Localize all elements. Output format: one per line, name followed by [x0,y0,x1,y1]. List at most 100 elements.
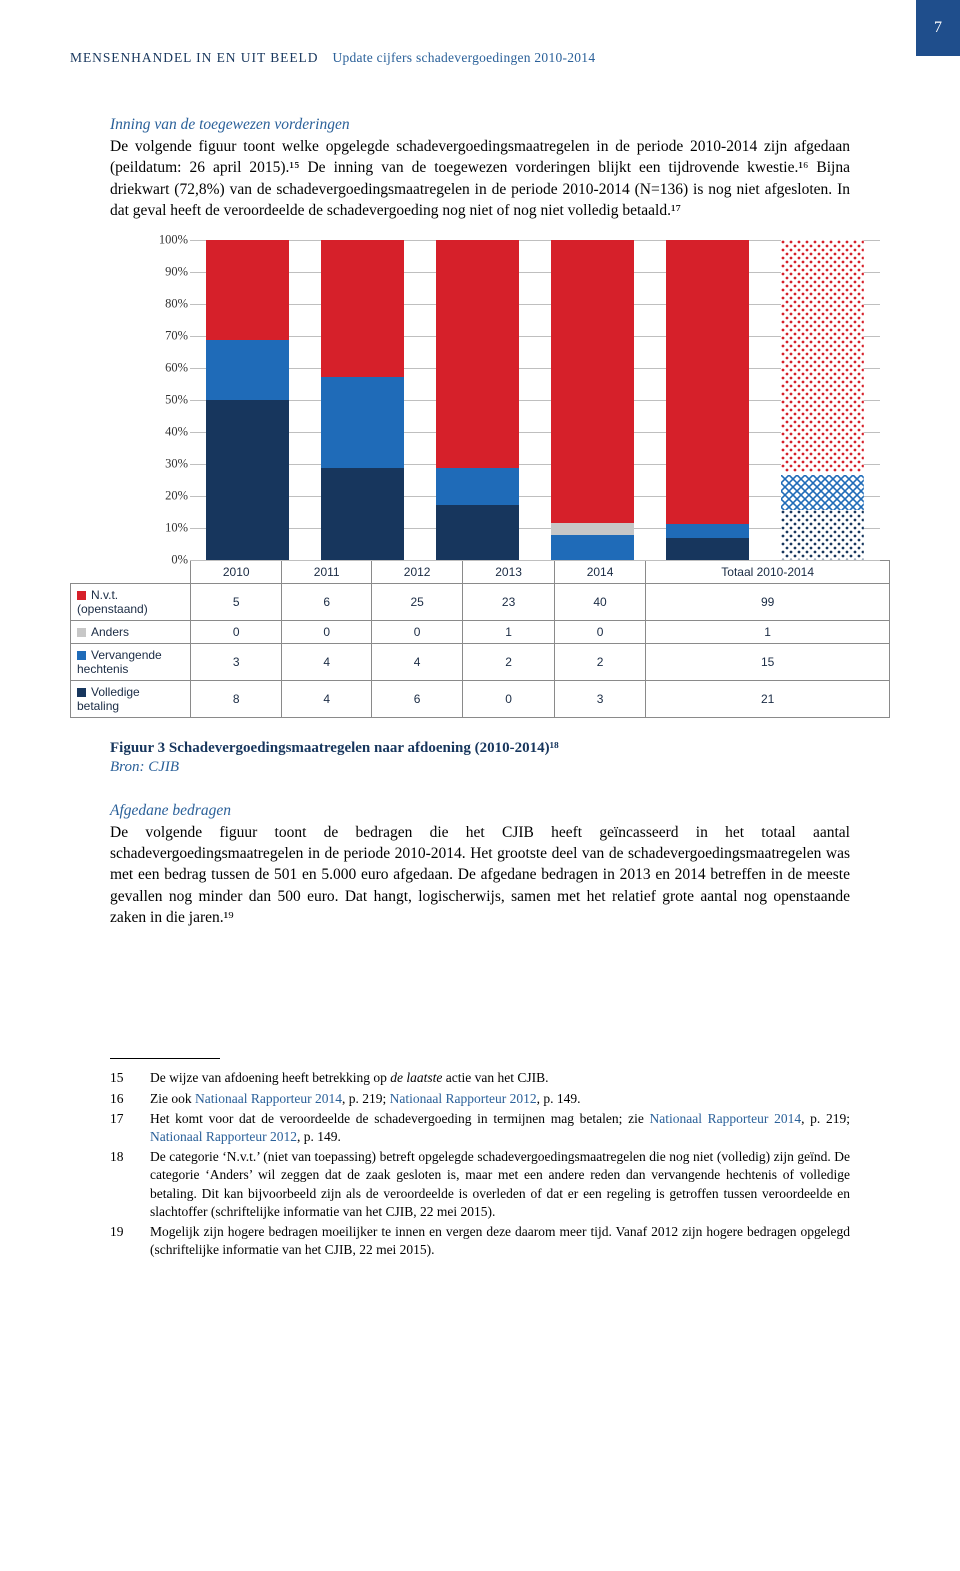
table-cell: 99 [646,583,890,620]
stacked-bar [781,240,864,560]
y-axis-tick-label: 50% [165,392,188,407]
chart-columns [190,240,880,560]
footnote-text: Mogelijk zijn hogere bedragen moeilijker… [150,1223,850,1259]
chart-column [765,240,880,560]
bar-segment-nvt_openstaand [206,240,289,340]
y-axis-tick-label: 80% [165,296,188,311]
bar-segment-volledige_betaling [781,510,864,559]
bar-segment-nvt_openstaand [436,240,519,469]
footnote-number: 18 [110,1148,150,1221]
table-cell: 1 [646,620,890,643]
bar-segment-volledige_betaling [321,468,404,559]
table-cell: 0 [282,620,371,643]
stacked-bar [321,240,404,560]
table-cell: 4 [282,680,371,717]
section2-text: De volgende figuur toont de bedragen die… [110,822,850,929]
figure3-caption-text: Figuur 3 Schadevergoedingsmaatregelen na… [110,740,559,756]
table-cell: 25 [371,583,462,620]
figure3-chart: 0%10%20%30%40%50%60%70%80%90%100% 201020… [70,240,890,718]
footnote: 18De categorie ‘N.v.t.’ (niet van toepas… [110,1148,850,1221]
running-head: MENSENHANDEL IN EN UIT BEELD Update cijf… [70,50,890,66]
bar-segment-volledige_betaling [666,538,749,559]
running-head-left: MENSENHANDEL IN EN UIT BEELD [70,50,318,66]
legend-label: Anders [91,625,129,639]
bar-segment-vervangende_hechtenis [781,475,864,510]
table-cell: 15 [646,643,890,680]
section1-heading: Inning van de toegewezen vorderingen [110,116,850,134]
table-cell: 4 [282,643,371,680]
footnote-number: 19 [110,1223,150,1259]
y-axis-tick-label: 60% [165,360,188,375]
stacked-bar [666,240,749,560]
table-cell: 21 [646,680,890,717]
table-cell: 3 [554,680,645,717]
chart-column [305,240,420,560]
table-cell: 40 [554,583,645,620]
page-number-badge: 7 [916,0,960,56]
table-row: Anders000101 [71,620,890,643]
legend-label: Volledige betaling [77,685,140,713]
legend-swatch [77,591,86,600]
table-column-header: 2011 [282,560,371,583]
footnote: 19Mogelijk zijn hogere bedragen moeilijk… [110,1223,850,1259]
footnote: 15De wijze van afdoening heeft betrekkin… [110,1069,850,1087]
bar-segment-vervangende_hechtenis [321,377,404,468]
table-cell: 5 [191,583,282,620]
bar-segment-volledige_betaling [436,505,519,560]
table-cell: 6 [371,680,462,717]
footnote-text: De wijze van afdoening heeft betrekking … [150,1069,850,1087]
table-row: N.v.t. (openstaand)5625234099 [71,583,890,620]
legend-label: Vervangende hechtenis [77,648,162,676]
bar-segment-volledige_betaling [206,400,289,560]
table-row-label: Vervangende hechtenis [71,643,191,680]
bar-segment-nvt_openstaand [551,240,634,523]
legend-swatch [77,688,86,697]
table-column-header: 2013 [463,560,554,583]
running-head-right: Update cijfers schadevergoedingen 2010-2… [332,50,595,66]
stacked-bar [551,240,634,560]
table-cell: 23 [463,583,554,620]
chart-plot-area: 0%10%20%30%40%50%60%70%80%90%100% [190,240,880,560]
table-cell: 2 [554,643,645,680]
legend-swatch [77,651,86,660]
grid-line [190,560,880,561]
figure3-caption: Figuur 3 Schadevergoedingsmaatregelen na… [110,740,850,757]
bar-segment-vervangende_hechtenis [666,524,749,538]
bar-segment-nvt_openstaand [781,240,864,473]
footnote-number: 17 [110,1110,150,1146]
footnote: 17Het komt voor dat de veroordeelde de s… [110,1110,850,1146]
page-body: MENSENHANDEL IN EN UIT BEELD Update cijf… [0,0,960,1322]
chart-y-axis: 0%10%20%30%40%50%60%70%80%90%100% [140,240,188,560]
table-row-label: Anders [71,620,191,643]
y-axis-tick-label: 100% [159,232,188,247]
table-row: Vervangende hechtenis3442215 [71,643,890,680]
table-cell: 1 [463,620,554,643]
legend-swatch [77,628,86,637]
table-cell: 0 [191,620,282,643]
chart-column [535,240,650,560]
table-cell: 4 [371,643,462,680]
footnote-text: Zie ook Nationaal Rapporteur 2014, p. 21… [150,1090,850,1108]
bar-segment-nvt_openstaand [666,240,749,524]
footnote-rule [110,1058,220,1059]
footnote: 16Zie ook Nationaal Rapporteur 2014, p. … [110,1090,850,1108]
table-cell: 0 [554,620,645,643]
chart-data-table: 20102011201220132014Totaal 2010-2014N.v.… [70,560,890,718]
table-column-header: 2012 [371,560,462,583]
figure3-source: Bron: CJIB [110,759,850,776]
footnote-text: Het komt voor dat de veroordeelde de sch… [150,1110,850,1146]
footnote-number: 16 [110,1090,150,1108]
table-cell: 6 [282,583,371,620]
chart-column [420,240,535,560]
y-axis-tick-label: 10% [165,520,188,535]
y-axis-tick-label: 90% [165,264,188,279]
table-column-header: 2010 [191,560,282,583]
y-axis-tick-label: 0% [171,552,188,567]
y-axis-tick-label: 20% [165,488,188,503]
table-column-header: 2014 [554,560,645,583]
footnote-text: De categorie ‘N.v.t.’ (niet van toepassi… [150,1148,850,1221]
bar-segment-vervangende_hechtenis [206,340,289,400]
stacked-bar [436,240,519,560]
table-cell: 3 [191,643,282,680]
bar-segment-nvt_openstaand [321,240,404,377]
